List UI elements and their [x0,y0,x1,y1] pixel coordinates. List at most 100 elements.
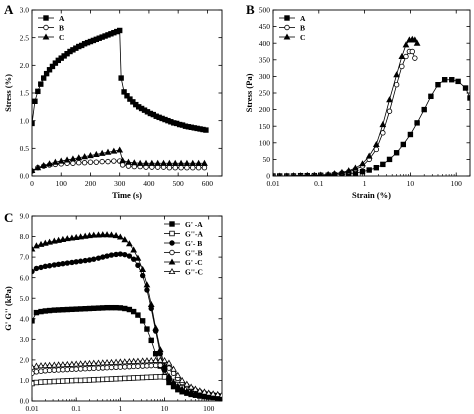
panel-b-series-line [273,51,416,176]
panel-c-y-tick-label: 8.0 [20,232,30,241]
panel-b-data-point [345,167,353,174]
panel-b-y-tick-label: 400 [259,39,271,48]
panel-c-data-point [148,374,154,380]
panel-a-data-point [40,161,48,169]
panel-c-legend-marker [169,240,175,246]
panel-a-data-point [81,153,88,160]
panel-a-data-point [121,89,127,95]
panel-a-data-point [57,157,65,164]
panel-b-legend-marker [284,24,290,31]
panel-c-data-point [32,370,35,376]
panel-a-series-1 [32,27,209,133]
panel-b-data-point [455,78,461,85]
panel-c-legend-label: G''-B [185,249,203,258]
panel-c-data-point [139,318,146,324]
panel-b-data-point [441,77,448,83]
panel-c-data-point [60,378,66,384]
panel-c-data-point [108,364,115,371]
panel-c-data-point [104,376,110,382]
panel-c-data-point [86,232,93,239]
panel-a-data-point [81,160,88,166]
panel-c-data-point [152,362,159,369]
panel-b-data-point [312,171,317,176]
panel-c-data-point [178,376,186,384]
panel-a-data-point [93,159,100,165]
panel-c-data-point [192,390,199,397]
panel-a-legend-label: A [59,14,65,23]
panel-c-y-tick-label: 4.0 [20,314,30,323]
panel-c-data-point [130,256,137,262]
panel-c-letter: C [4,210,13,225]
panel-c-legend-marker [169,230,175,237]
panel-b-y-tick-label: 150 [259,122,271,131]
panel-c-data-point [170,365,177,372]
panel-b-legend-marker [284,15,290,21]
panel-a-legend-marker [43,24,49,31]
panel-c-data-point [33,362,40,369]
panel-c-data-point [90,359,98,366]
panel-c-data-point [156,346,164,353]
panel-c-data-point [161,356,168,364]
panel-a-data-point [195,164,202,171]
panel-a-series-3 [32,146,208,174]
panel-a-data-point [49,63,56,70]
panel-c-y-tick-label: 0.0 [20,397,30,406]
panel-c-data-point [95,231,102,238]
panel-c-legend-label: G''-C [185,268,203,277]
panel-c-data-point [130,357,138,364]
panel-a-x-tick-label: 0 [30,179,34,188]
panel-c-data-point [113,251,119,258]
panel-b-y-tick-label: 250 [259,89,271,98]
panel-c-data-point [117,375,124,382]
panel-c-data-point [108,304,115,311]
panel-c-y-tick-label: 3.0 [20,335,30,344]
panel-c-data-point [81,232,89,239]
panel-c-x-tick-label: 1 [118,404,122,413]
panel-c-data-point [91,256,97,262]
panel-a-data-point [32,166,36,174]
panel-b-data-point [412,55,418,61]
panel-c-legend-label: G' -A [185,220,203,229]
panel-c-data-point [170,378,177,386]
panel-c-x-tick-label: 100 [203,404,215,413]
panel-c-data-point [59,235,67,242]
panel-c-data-point [122,305,128,312]
panel-b-y-tick-label: 100 [259,138,271,147]
panel-b-data-point [359,160,366,167]
panel-a-data-point [119,156,126,164]
panel-b-y-tick-label: 200 [259,105,271,114]
panel-b-data-point [462,85,469,91]
panel-b-data-point [409,48,416,55]
panel-a-x-tick-label: 400 [143,179,155,188]
panel-c-data-point [64,378,71,384]
panel-c-data-point [148,362,154,369]
panel-a-data-point [136,159,144,166]
panel-c-data-point [73,366,79,372]
panel-a-data-point [195,159,202,166]
panel-c-data-point [99,231,107,238]
panel-c-data-point [139,357,147,364]
panel-c-data-point [77,377,84,384]
panel-c-x-tick-label: 0.1 [71,404,81,413]
panel-c-data-point [134,357,142,364]
panel-c-data-point [174,371,182,378]
panel-c-data-point [112,358,120,365]
panel-c-data-point [104,365,110,371]
panel-c-data-point [46,361,53,368]
panel-c-data-point [165,372,173,379]
panel-b-data-point [318,171,324,176]
panel-b-series-3 [273,35,421,176]
panel-a-data-point [32,120,35,127]
panel-b-data-point [372,140,380,148]
panel-b-data-point [359,168,366,175]
panel-b-data-point [414,120,420,126]
panel-c-data-point [55,361,62,368]
panel-b-data-point [365,152,373,159]
panel-c-series-line [32,307,222,399]
panel-b-x-tick-label: 0.01 [266,179,279,188]
panel-a-data-point [201,159,208,166]
panel-c-legend-label: G' -C [185,258,203,267]
panel-c-series-5 [32,231,222,401]
panel-a-data-point [52,60,59,66]
panel-a-legend-marker [42,33,50,40]
